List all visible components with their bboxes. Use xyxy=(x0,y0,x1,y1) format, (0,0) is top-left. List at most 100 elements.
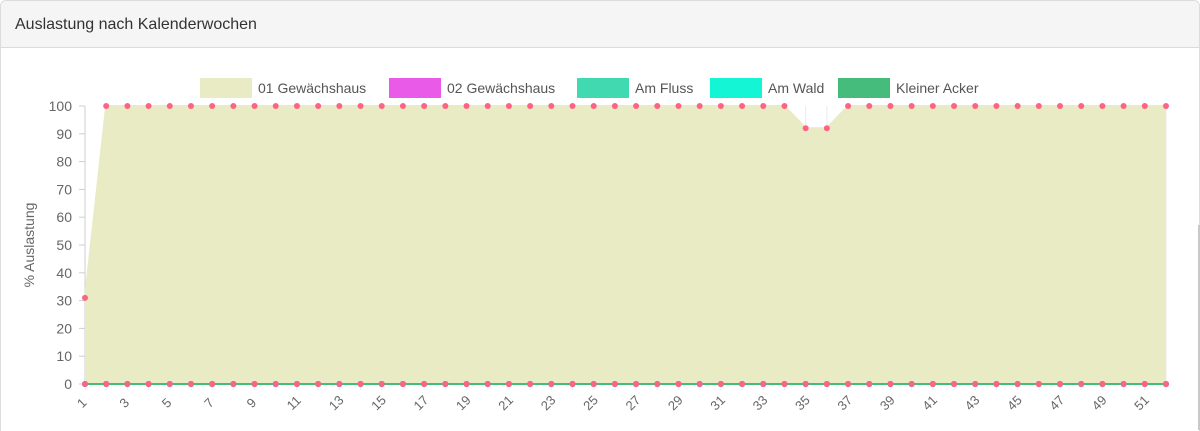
data-point[interactable] xyxy=(611,381,618,387)
data-point[interactable] xyxy=(760,103,767,109)
data-point[interactable] xyxy=(1141,103,1148,109)
data-point[interactable] xyxy=(505,381,512,387)
data-point[interactable] xyxy=(569,381,576,387)
data-point[interactable] xyxy=(1078,103,1085,109)
data-point[interactable] xyxy=(378,381,385,387)
data-point[interactable] xyxy=(187,381,194,387)
data-point[interactable] xyxy=(209,103,216,109)
data-point[interactable] xyxy=(1099,103,1106,109)
data-point[interactable] xyxy=(1163,103,1169,109)
data-point[interactable] xyxy=(908,381,915,387)
data-point[interactable] xyxy=(972,381,979,387)
data-point[interactable] xyxy=(484,103,491,109)
data-point[interactable] xyxy=(421,381,428,387)
data-point[interactable] xyxy=(230,103,237,109)
data-point[interactable] xyxy=(166,103,173,109)
data-point[interactable] xyxy=(696,381,703,387)
data-point[interactable] xyxy=(929,381,936,387)
data-point[interactable] xyxy=(633,103,640,109)
data-point[interactable] xyxy=(675,381,682,387)
legend-swatch[interactable] xyxy=(577,78,629,98)
data-point[interactable] xyxy=(315,381,322,387)
data-point[interactable] xyxy=(1035,103,1042,109)
data-point[interactable] xyxy=(421,103,428,109)
data-point[interactable] xyxy=(802,381,809,387)
data-point[interactable] xyxy=(717,103,724,109)
data-point[interactable] xyxy=(103,381,110,387)
data-point[interactable] xyxy=(548,103,555,109)
data-point[interactable] xyxy=(993,381,1000,387)
data-point[interactable] xyxy=(611,103,618,109)
data-point[interactable] xyxy=(124,103,131,109)
data-point[interactable] xyxy=(209,381,216,387)
legend-label[interactable]: Am Wald xyxy=(768,80,824,96)
data-point[interactable] xyxy=(145,103,152,109)
data-point[interactable] xyxy=(357,381,364,387)
data-point[interactable] xyxy=(887,381,894,387)
data-point[interactable] xyxy=(251,381,258,387)
data-point[interactable] xyxy=(781,381,788,387)
data-point[interactable] xyxy=(315,103,322,109)
data-point[interactable] xyxy=(717,381,724,387)
data-point[interactable] xyxy=(823,381,830,387)
data-point[interactable] xyxy=(781,103,788,109)
legend-label[interactable]: 01 Gewächshaus xyxy=(258,80,366,96)
data-point[interactable] xyxy=(1078,381,1085,387)
data-point[interactable] xyxy=(951,103,958,109)
data-point[interactable] xyxy=(399,381,406,387)
data-point[interactable] xyxy=(1057,381,1064,387)
scrollbar-edge[interactable] xyxy=(1198,225,1200,430)
data-point[interactable] xyxy=(1120,381,1127,387)
data-point[interactable] xyxy=(993,103,1000,109)
data-point[interactable] xyxy=(527,103,534,109)
data-point[interactable] xyxy=(1163,381,1169,387)
data-point[interactable] xyxy=(251,103,258,109)
data-point[interactable] xyxy=(569,103,576,109)
data-point[interactable] xyxy=(1057,103,1064,109)
data-point[interactable] xyxy=(823,125,830,132)
data-point[interactable] xyxy=(399,103,406,109)
data-point[interactable] xyxy=(1141,381,1148,387)
data-point[interactable] xyxy=(548,381,555,387)
data-point[interactable] xyxy=(357,103,364,109)
legend-swatch[interactable] xyxy=(710,78,762,98)
data-point[interactable] xyxy=(866,381,873,387)
data-point[interactable] xyxy=(463,103,470,109)
legend-swatch[interactable] xyxy=(389,78,441,98)
data-point[interactable] xyxy=(124,381,131,387)
data-point[interactable] xyxy=(1014,103,1021,109)
data-point[interactable] xyxy=(654,103,661,109)
data-point[interactable] xyxy=(82,381,88,387)
legend-label[interactable]: 02 Gewächshaus xyxy=(447,80,555,96)
data-point[interactable] xyxy=(739,103,746,109)
data-point[interactable] xyxy=(527,381,534,387)
data-point[interactable] xyxy=(696,103,703,109)
data-point[interactable] xyxy=(145,381,152,387)
data-point[interactable] xyxy=(442,103,449,109)
data-point[interactable] xyxy=(739,381,746,387)
data-point[interactable] xyxy=(272,103,279,109)
data-point[interactable] xyxy=(845,381,852,387)
data-point[interactable] xyxy=(336,381,343,387)
legend-swatch[interactable] xyxy=(200,78,252,98)
data-point[interactable] xyxy=(1120,103,1127,109)
data-point[interactable] xyxy=(505,103,512,109)
data-point[interactable] xyxy=(103,103,110,109)
data-point[interactable] xyxy=(654,381,661,387)
data-point[interactable] xyxy=(166,381,173,387)
data-point[interactable] xyxy=(929,103,936,109)
data-point[interactable] xyxy=(972,103,979,109)
data-point[interactable] xyxy=(951,381,958,387)
data-point[interactable] xyxy=(675,103,682,109)
data-point[interactable] xyxy=(590,103,597,109)
data-point[interactable] xyxy=(908,103,915,109)
data-point[interactable] xyxy=(590,381,597,387)
data-point[interactable] xyxy=(1035,381,1042,387)
legend-swatch[interactable] xyxy=(838,78,890,98)
data-point[interactable] xyxy=(272,381,279,387)
data-point[interactable] xyxy=(442,381,449,387)
data-point[interactable] xyxy=(336,103,343,109)
data-point[interactable] xyxy=(633,381,640,387)
data-point[interactable] xyxy=(1014,381,1021,387)
data-point[interactable] xyxy=(463,381,470,387)
